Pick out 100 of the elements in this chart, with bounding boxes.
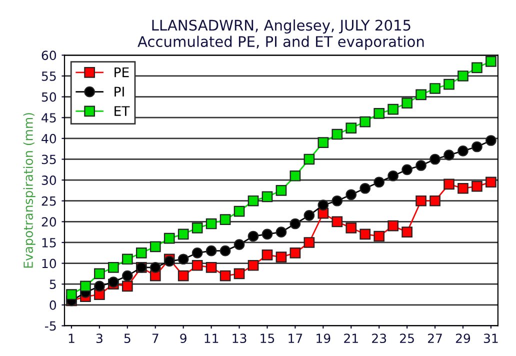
point [458, 146, 468, 156]
point [192, 260, 203, 271]
y-tick-label: 30 [42, 176, 56, 185]
point [416, 195, 426, 206]
point [220, 214, 231, 226]
point [486, 176, 496, 188]
point [290, 218, 301, 230]
point [248, 260, 259, 271]
point [178, 228, 189, 240]
point [122, 280, 133, 292]
point [122, 254, 133, 265]
point [388, 170, 398, 182]
point [304, 154, 315, 165]
x-tick-label: 19 [316, 334, 330, 344]
point [346, 222, 357, 234]
point [94, 268, 105, 280]
point [458, 70, 468, 82]
point [220, 245, 231, 256]
point [374, 176, 385, 188]
x-tick-label: 1 [68, 334, 74, 343]
legend-label: PE [114, 67, 129, 78]
point [262, 250, 273, 260]
point [262, 191, 273, 202]
point [472, 180, 482, 192]
point [80, 280, 91, 292]
point [402, 98, 412, 108]
point [444, 150, 454, 160]
y-tick-label: 25 [42, 196, 56, 206]
point [248, 230, 259, 242]
y-tick-label: 55 [42, 72, 56, 81]
point [248, 195, 259, 206]
x-tick-label: 7 [152, 334, 158, 343]
point [444, 178, 454, 190]
point [318, 200, 329, 210]
y-tick-label: 5 [50, 280, 56, 290]
point [206, 218, 217, 230]
y-tick-label: 15 [42, 238, 56, 248]
point [122, 270, 133, 282]
point [206, 262, 217, 273]
x-tick-label: 25 [400, 334, 414, 344]
x-tick-label: 3 [96, 334, 102, 344]
point [290, 170, 301, 182]
point [402, 164, 412, 176]
y-tick-label: 0 [50, 300, 56, 310]
point [94, 280, 105, 292]
point [304, 237, 315, 248]
point [332, 128, 343, 140]
point [304, 210, 315, 221]
x-tick-label: 21 [344, 334, 358, 343]
point [472, 62, 482, 74]
y-tick-label: 35 [42, 154, 56, 164]
point [290, 247, 301, 258]
point [66, 289, 77, 300]
point [430, 154, 440, 165]
point [192, 247, 203, 258]
y-tick-label: 10 [42, 258, 56, 268]
point [136, 247, 147, 258]
point [416, 89, 426, 100]
point [486, 56, 496, 67]
point [150, 262, 161, 273]
x-tick-label: 5 [124, 334, 130, 344]
y-tick-label: 50 [42, 92, 56, 102]
point [388, 104, 398, 115]
point [416, 160, 426, 171]
point [430, 83, 440, 94]
x-tick-label: 13 [232, 334, 246, 344]
x-tick-label: 31 [484, 334, 498, 344]
point [192, 222, 203, 234]
point [374, 108, 385, 119]
point [402, 226, 412, 238]
point [150, 241, 161, 252]
point [360, 116, 371, 128]
point [164, 232, 175, 244]
point [430, 195, 440, 206]
y-tick-label: -5 [45, 321, 56, 331]
y-tick-label: 60 [42, 50, 56, 60]
chart-title: LLANSADWRN, Anglesey, JULY 2015 Accumulated PE, PI and ET evaporation [138, 19, 424, 50]
point [276, 252, 287, 262]
point [276, 185, 287, 196]
y-axis-title: Evapotranspiration (mm) [23, 113, 36, 268]
x-tick-label: 11 [204, 334, 218, 343]
point [458, 182, 468, 194]
point [206, 245, 217, 256]
x-tick-label: 9 [180, 334, 186, 344]
x-tick-label: 17 [288, 334, 302, 343]
point [486, 135, 496, 146]
point [332, 216, 343, 228]
point [360, 182, 371, 194]
y-tick-label: 20 [42, 217, 56, 227]
point [234, 268, 245, 280]
x-tick-label: 23 [372, 334, 386, 344]
point [178, 254, 189, 265]
point [108, 276, 119, 288]
point [234, 206, 245, 217]
point [234, 239, 245, 250]
point [346, 122, 357, 134]
point [472, 141, 482, 152]
point [374, 230, 385, 242]
point [332, 195, 343, 206]
point [220, 270, 231, 282]
